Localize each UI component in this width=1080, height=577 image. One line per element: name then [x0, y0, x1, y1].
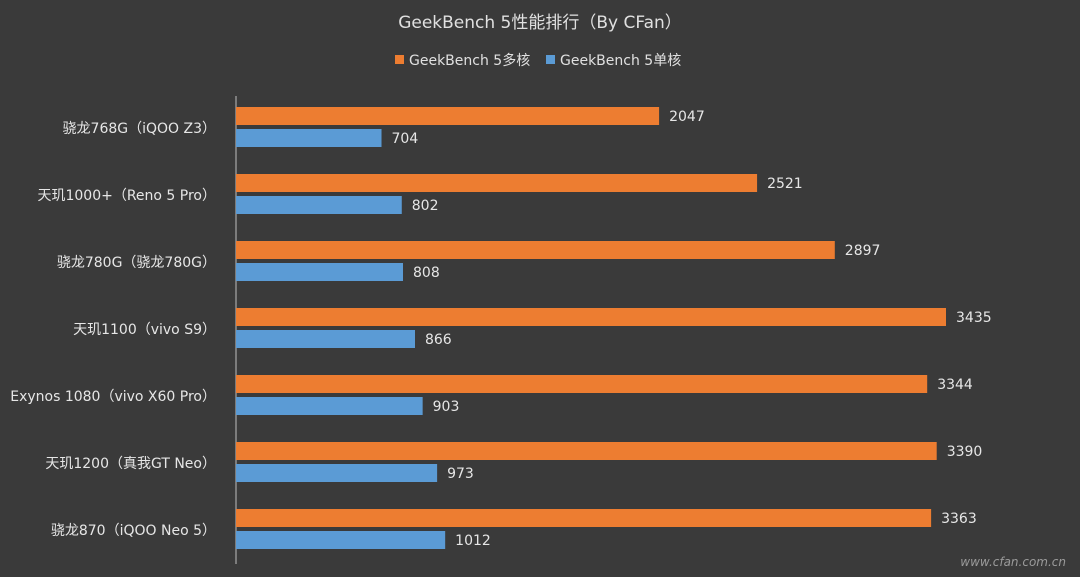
- bar-multicore: [236, 308, 946, 326]
- value-label-multicore: 2897: [845, 243, 881, 259]
- bar-singlecore: [236, 263, 404, 281]
- bar-multicore: [236, 442, 937, 460]
- legend-swatch-1: [395, 55, 404, 64]
- value-label-multicore: 3435: [956, 310, 992, 326]
- category-label: 骁龙780G（骁龙780G）: [57, 255, 216, 271]
- category-label: 天玑1200（真我GT Neo）: [45, 456, 216, 472]
- value-label-singlecore: 1012: [455, 533, 491, 549]
- category-group: 天玑1200（真我GT Neo） 3390 973: [45, 442, 982, 482]
- value-label-singlecore: 903: [433, 399, 460, 415]
- category-group: 骁龙780G（骁龙780G） 2897 808: [57, 241, 881, 281]
- chart-title: GeekBench 5性能排行（By CFan）: [398, 13, 682, 33]
- value-label-singlecore: 802: [412, 198, 439, 214]
- value-label-multicore: 2521: [767, 176, 803, 192]
- value-label-singlecore: 704: [392, 131, 419, 147]
- legend-label-1: GeekBench 5多核: [409, 52, 530, 69]
- bar-multicore: [236, 241, 835, 259]
- value-label-multicore: 3390: [947, 444, 983, 460]
- legend-swatch-2: [546, 55, 555, 64]
- category-label: 骁龙870（iQOO Neo 5）: [51, 523, 216, 539]
- bar-singlecore: [236, 397, 423, 415]
- bar-multicore: [236, 509, 932, 527]
- category-label: Exynos 1080（vivo X60 Pro）: [10, 389, 216, 405]
- category-group: 天玑1000+（Reno 5 Pro） 2521 802: [37, 174, 803, 214]
- bars-group: 骁龙768G（iQOO Z3） 2047 704 天玑1000+（Reno 5 Pro…: [10, 107, 992, 549]
- value-label-multicore: 3363: [941, 511, 977, 527]
- bar-singlecore: [236, 531, 446, 549]
- value-label-singlecore: 973: [447, 466, 474, 482]
- bar-singlecore: [236, 129, 382, 147]
- bar-singlecore: [236, 330, 415, 348]
- category-group: Exynos 1080（vivo X60 Pro） 3344 903: [10, 375, 973, 415]
- watermark: www.cfan.com.cn: [960, 555, 1066, 569]
- value-label-multicore: 3344: [937, 377, 973, 393]
- category-label: 骁龙768G（iQOO Z3）: [63, 121, 216, 137]
- legend-label-2: GeekBench 5单核: [560, 53, 681, 69]
- bar-multicore: [236, 174, 758, 192]
- value-label-multicore: 2047: [669, 109, 705, 125]
- value-label-singlecore: 808: [413, 265, 440, 281]
- category-label: 天玑1000+（Reno 5 Pro）: [37, 188, 216, 204]
- bar-multicore: [236, 107, 660, 125]
- legend: GeekBench 5多核 GeekBench 5单核: [395, 52, 681, 69]
- value-label-singlecore: 866: [425, 332, 452, 348]
- category-group: 骁龙870（iQOO Neo 5） 3363 1012: [51, 509, 977, 549]
- bar-singlecore: [236, 196, 402, 214]
- category-group: 骁龙768G（iQOO Z3） 2047 704: [63, 107, 705, 147]
- bar-multicore: [236, 375, 928, 393]
- category-label: 天玑1100（vivo S9）: [73, 322, 216, 338]
- category-group: 天玑1100（vivo S9） 3435 866: [73, 308, 992, 348]
- bar-singlecore: [236, 464, 438, 482]
